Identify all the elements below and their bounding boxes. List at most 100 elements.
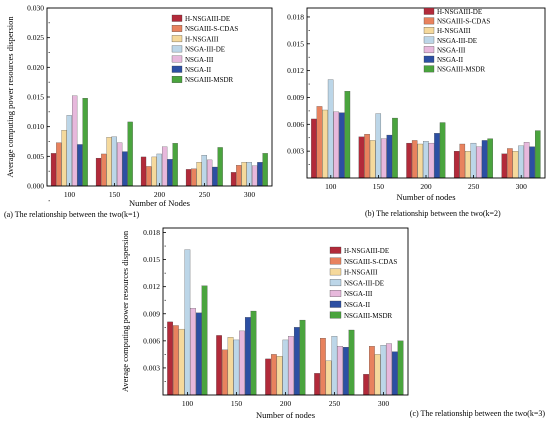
legend-swatch bbox=[329, 290, 342, 297]
bar-nsgaiii-s-cdas bbox=[101, 153, 107, 187]
bar-nsga-iii-de bbox=[518, 145, 524, 179]
bar-nsgaiii-msdr bbox=[397, 340, 404, 396]
bar-nsgaiii-msdr bbox=[172, 143, 178, 187]
legend-swatch bbox=[329, 257, 342, 265]
bar-nsga-ii bbox=[386, 134, 393, 179]
bar-nsga-ii bbox=[195, 312, 202, 396]
bar-nsga-iii-de bbox=[375, 113, 382, 179]
x-tick-label: 150 bbox=[109, 190, 121, 199]
legend-label: H-NSGAIII-DE bbox=[344, 247, 389, 255]
bar-h-nsgaiii bbox=[227, 337, 234, 396]
bar-nsga-iii bbox=[337, 346, 343, 396]
bar-nsga-iii-de bbox=[327, 79, 334, 179]
legend-swatch bbox=[171, 35, 183, 43]
bar-nsga-ii bbox=[122, 151, 128, 187]
legend-swatch bbox=[171, 45, 183, 53]
x-axis-title: Number of nodes bbox=[396, 192, 455, 202]
chart-caption: (b) The relationship between the two(k=2… bbox=[365, 209, 501, 218]
legend-swatch bbox=[329, 300, 342, 308]
bar-h-nsgaiii bbox=[151, 156, 157, 187]
bar-nsga-iii-de bbox=[423, 141, 429, 179]
bar-nsga-iii bbox=[523, 142, 530, 179]
bar-h-nsgaiii bbox=[276, 356, 283, 396]
y-tick-label: 0.010 bbox=[27, 122, 44, 131]
bar-nsgaiii-s-cdas bbox=[316, 106, 323, 179]
bar-nsgaiii-s-cdas bbox=[146, 166, 152, 187]
bar-nsga-ii bbox=[244, 317, 251, 396]
bar-nsga-ii bbox=[212, 166, 218, 187]
bar-nsgaiii-msdr bbox=[299, 319, 306, 396]
bar-nsga-iii bbox=[207, 159, 213, 187]
y-tick-label: 0.003 bbox=[143, 363, 160, 372]
chart-caption: (a) The relationship between the two(k=1… bbox=[4, 210, 140, 219]
bar-nsgaiii-s-cdas bbox=[320, 338, 326, 396]
bar-h-nsgaiii-de bbox=[167, 321, 173, 396]
bar-h-nsgaiii bbox=[241, 162, 247, 187]
legend-swatch bbox=[171, 55, 183, 63]
bar-nsgaiii-msdr bbox=[262, 153, 268, 187]
y-axis-title: Average computing power resources disper… bbox=[5, 16, 15, 178]
bar-h-nsgaiii bbox=[417, 143, 424, 179]
legend-swatch bbox=[423, 17, 435, 25]
legend-label: NSGA-III bbox=[344, 290, 373, 298]
chart-b-svg: 0.003 0.006 0.009 0.012 0.015 0.018 100 150 200 2… bbox=[287, 7, 546, 218]
legend-swatch bbox=[171, 76, 183, 83]
bar-nsga-iii bbox=[333, 111, 339, 179]
bar-h-nsgaiii bbox=[465, 151, 471, 179]
bar-h-nsgaiii bbox=[512, 151, 519, 179]
chart-panel-b: 0.003 0.006 0.009 0.012 0.015 0.018 100 150 200 2… bbox=[275, 0, 550, 222]
bar-nsga-iii bbox=[117, 142, 123, 187]
x-tick-label: 200 bbox=[420, 182, 432, 191]
x-axis-title: Number of nodes bbox=[256, 410, 315, 420]
bar-nsgaiii-s-cdas bbox=[236, 165, 242, 187]
bar-nsga-iii-de bbox=[380, 345, 387, 396]
bar-nsga-ii bbox=[167, 159, 173, 187]
bar-nsga-iii bbox=[386, 343, 392, 396]
bar-nsgaiii-msdr bbox=[392, 117, 398, 179]
bar-h-nsgaiii-de bbox=[314, 373, 320, 396]
plot-frame bbox=[162, 227, 409, 396]
plot-frame bbox=[46, 7, 273, 187]
bar-h-nsgaiii-de bbox=[358, 136, 365, 179]
legend-label: NSGA-III bbox=[185, 56, 214, 64]
chart-c-svg: 0.003 0.006 0.009 0.012 0.015 0.018 100 150 200 2… bbox=[120, 227, 546, 420]
legend-swatch bbox=[329, 246, 342, 254]
bar-nsga-iii bbox=[288, 336, 294, 396]
bar-nsga-iii bbox=[190, 308, 196, 396]
bar-nsga-iii-de bbox=[111, 136, 117, 187]
bar-h-nsgaiii bbox=[325, 360, 332, 396]
x-tick-label: 100 bbox=[182, 399, 194, 408]
legend-swatch bbox=[171, 65, 183, 73]
chart-caption: (c) The relationship between the two(k=3… bbox=[410, 409, 546, 418]
x-tick-label: 250 bbox=[329, 399, 341, 408]
legend-label: H-NSGAIII bbox=[185, 35, 219, 43]
bar-nsga-ii bbox=[434, 133, 440, 179]
x-tick-label: 200 bbox=[154, 190, 166, 199]
bar-h-nsgaiii-de bbox=[453, 151, 460, 179]
bar-nsga-iii bbox=[476, 146, 482, 179]
bar-nsgaiii-msdr bbox=[82, 98, 88, 187]
x-tick-label: 200 bbox=[280, 399, 292, 408]
legend-label: NSGAIII-S-CDAS bbox=[185, 25, 238, 33]
bar-nsgaiii-s-cdas bbox=[222, 349, 228, 396]
y-tick-label: 0.012 bbox=[287, 66, 304, 75]
legend-label: NSGA-III bbox=[437, 46, 466, 54]
bar-nsgaiii-s-cdas bbox=[271, 354, 277, 396]
y-tick-label: 0.006 bbox=[143, 336, 160, 345]
x-tick-label: 250 bbox=[468, 182, 480, 191]
bar-nsgaiii-s-cdas bbox=[507, 148, 513, 179]
bar-nsga-ii bbox=[391, 351, 398, 396]
y-tick-label: 0.005 bbox=[27, 152, 44, 161]
bar-nsga-ii bbox=[481, 140, 488, 179]
legend-swatch bbox=[171, 14, 183, 22]
bar-nsga-iii-de bbox=[156, 153, 162, 187]
bar-h-nsgaiii-de bbox=[140, 156, 147, 187]
bar-nsga-iii bbox=[252, 165, 258, 187]
legend-swatch bbox=[329, 279, 342, 287]
bar-nsga-iii-de bbox=[470, 142, 477, 179]
legend-label: NSGAIII-MSDR bbox=[344, 312, 393, 320]
legend-label: NSGA-II bbox=[437, 56, 464, 64]
x-tick-label: 100 bbox=[64, 190, 76, 199]
bar-nsga-iii bbox=[428, 142, 435, 179]
bar-nsga-iii-de bbox=[282, 339, 289, 396]
